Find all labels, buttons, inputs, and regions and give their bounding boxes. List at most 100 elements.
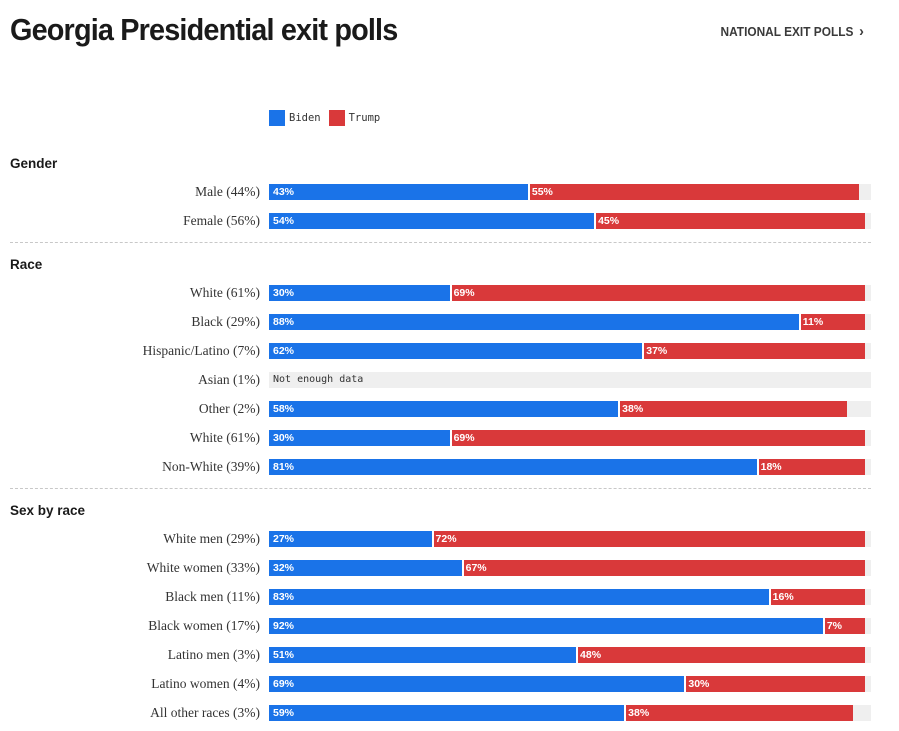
bar-biden bbox=[269, 401, 619, 417]
bar-trump bbox=[798, 314, 865, 330]
bar-track: 81% 18% bbox=[269, 459, 871, 475]
bar-biden bbox=[269, 430, 450, 446]
bar-trump bbox=[449, 285, 865, 301]
bar-track: 69% 30% bbox=[269, 676, 871, 692]
value-label-biden: 58% bbox=[273, 403, 295, 415]
row-label: Other (2%) bbox=[198, 401, 260, 416]
bar-track: Not enough data bbox=[269, 372, 871, 388]
national-exit-polls-link[interactable]: NATIONAL EXIT POLLS › bbox=[720, 24, 864, 39]
legend: Biden Trump bbox=[269, 110, 388, 126]
value-label-trump: 69% bbox=[453, 287, 475, 299]
bar-trump bbox=[449, 430, 865, 446]
bar-biden bbox=[269, 343, 643, 359]
section-divider bbox=[10, 242, 871, 243]
legend-label-trump: Trump bbox=[348, 112, 381, 124]
bar-trump bbox=[768, 589, 865, 605]
bar-track: 30% 69% bbox=[269, 285, 871, 301]
value-label-trump: 48% bbox=[580, 649, 602, 661]
bar-track: 51% 48% bbox=[269, 647, 871, 663]
no-data-label: Not enough data bbox=[273, 374, 364, 385]
value-label-trump: 11% bbox=[802, 316, 824, 328]
bar-track: 83% 16% bbox=[269, 589, 871, 605]
value-label-trump: 69% bbox=[453, 432, 475, 444]
row-label: White men (29%) bbox=[163, 531, 260, 546]
value-label-biden: 81% bbox=[273, 461, 295, 473]
row-label: Black men (11%) bbox=[165, 589, 260, 604]
value-label-biden: 32% bbox=[273, 562, 295, 574]
bar-track: 59% 38% bbox=[269, 705, 871, 721]
bar-biden bbox=[269, 531, 432, 547]
section-divider bbox=[10, 488, 871, 489]
bar-biden bbox=[269, 285, 450, 301]
value-label-biden: 43% bbox=[273, 186, 295, 198]
value-label-trump: 16% bbox=[772, 591, 794, 603]
national-exit-polls-label: NATIONAL EXIT POLLS bbox=[720, 25, 854, 39]
row-label: Female (56%) bbox=[183, 213, 260, 228]
value-label-trump: 72% bbox=[435, 533, 457, 545]
value-label-trump: 30% bbox=[688, 678, 710, 690]
row-label: All other races (3%) bbox=[150, 705, 260, 720]
bar-track: 62% 37% bbox=[269, 343, 871, 359]
value-label-biden: 92% bbox=[273, 620, 295, 632]
value-label-trump: 45% bbox=[598, 215, 620, 227]
bar-biden bbox=[269, 560, 462, 576]
value-label-biden: 27% bbox=[273, 533, 295, 545]
page-title: Georgia Presidential exit polls bbox=[10, 12, 398, 47]
bar-biden bbox=[269, 213, 595, 229]
row-label: Latino women (4%) bbox=[151, 676, 260, 691]
row-label: Black women (17%) bbox=[148, 618, 260, 633]
value-label-trump: 67% bbox=[465, 562, 487, 574]
row-label: Non-White (39%) bbox=[162, 459, 260, 474]
row-label: White (61%) bbox=[189, 430, 260, 445]
bar-trump bbox=[624, 705, 853, 721]
bar-trump bbox=[576, 647, 865, 663]
legend-swatch-trump bbox=[328, 110, 345, 126]
bar-track: 27% 72% bbox=[269, 531, 871, 547]
bar-trump bbox=[642, 343, 865, 359]
bar-trump bbox=[684, 676, 865, 692]
legend-item-biden: Biden bbox=[269, 110, 321, 126]
bar-biden bbox=[269, 647, 577, 663]
bar-biden bbox=[269, 314, 799, 330]
bar-track: 54% 45% bbox=[269, 213, 871, 229]
value-label-trump: 37% bbox=[646, 345, 668, 357]
bar-trump bbox=[756, 459, 865, 475]
value-label-biden: 30% bbox=[273, 432, 295, 444]
row-label: Asian (1%) bbox=[198, 372, 260, 387]
bar-trump bbox=[822, 618, 865, 634]
value-label-trump: 38% bbox=[622, 403, 644, 415]
value-label-biden: 54% bbox=[273, 215, 295, 227]
bar-biden bbox=[269, 705, 625, 721]
bar-track: 30% 69% bbox=[269, 430, 871, 446]
bar-track: 88% 11% bbox=[269, 314, 871, 330]
bar-biden bbox=[269, 618, 823, 634]
value-label-biden: 51% bbox=[273, 649, 295, 661]
bar-trump bbox=[461, 560, 865, 576]
value-label-biden: 83% bbox=[273, 591, 295, 603]
legend-item-trump: Trump bbox=[328, 110, 381, 126]
row-label: Latino men (3%) bbox=[167, 647, 260, 662]
row-label: Black (29%) bbox=[191, 314, 260, 329]
row-label: Hispanic/Latino (7%) bbox=[142, 343, 260, 358]
section-title: Gender bbox=[10, 156, 58, 171]
value-label-trump: 38% bbox=[628, 707, 650, 719]
value-label-biden: 59% bbox=[273, 707, 295, 719]
bar-trump bbox=[594, 213, 865, 229]
bar-trump bbox=[431, 531, 865, 547]
row-label: Male (44%) bbox=[195, 184, 260, 199]
legend-label-biden: Biden bbox=[289, 112, 321, 124]
bar-trump bbox=[618, 401, 847, 417]
value-label-trump: 55% bbox=[531, 186, 553, 198]
bar-track: 58% 38% bbox=[269, 401, 871, 417]
bar-biden bbox=[269, 676, 685, 692]
bar-biden bbox=[269, 184, 528, 200]
value-label-biden: 62% bbox=[273, 345, 295, 357]
value-label-biden: 88% bbox=[273, 316, 295, 328]
bar-track: 43% 55% bbox=[269, 184, 871, 200]
bar-track: 32% 67% bbox=[269, 560, 871, 576]
value-label-biden: 69% bbox=[273, 678, 295, 690]
section-title: Sex by race bbox=[10, 503, 86, 518]
section-title: Race bbox=[10, 257, 43, 272]
value-label-trump: 7% bbox=[826, 620, 843, 632]
